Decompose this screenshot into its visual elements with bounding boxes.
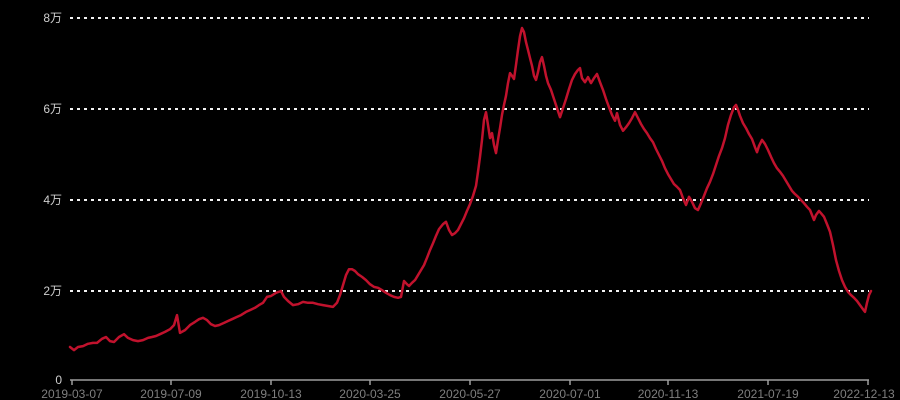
x-axis-label: 2019-07-09 <box>140 387 202 400</box>
x-axis-label: 2020-05-27 <box>439 387 501 400</box>
y-axis-label: 0 <box>55 373 62 387</box>
y-axis-label: 4万 <box>43 193 62 207</box>
x-axis-label: 2019-10-13 <box>240 387 302 400</box>
x-axis-label: 2020-11-13 <box>638 387 699 400</box>
x-axis-label: 2021-07-19 <box>737 387 799 400</box>
x-axis-label: 2022-12-13 <box>833 387 895 400</box>
y-axis-label: 2万 <box>43 284 62 298</box>
x-axis-label: 2020-03-25 <box>339 387 401 400</box>
x-axis-label: 2020-07-01 <box>539 387 601 400</box>
y-axis-label: 6万 <box>43 102 62 116</box>
y-axis-label: 8万 <box>43 11 62 25</box>
x-axis-label: 2019-03-07 <box>41 387 103 400</box>
price-line <box>68 26 873 352</box>
